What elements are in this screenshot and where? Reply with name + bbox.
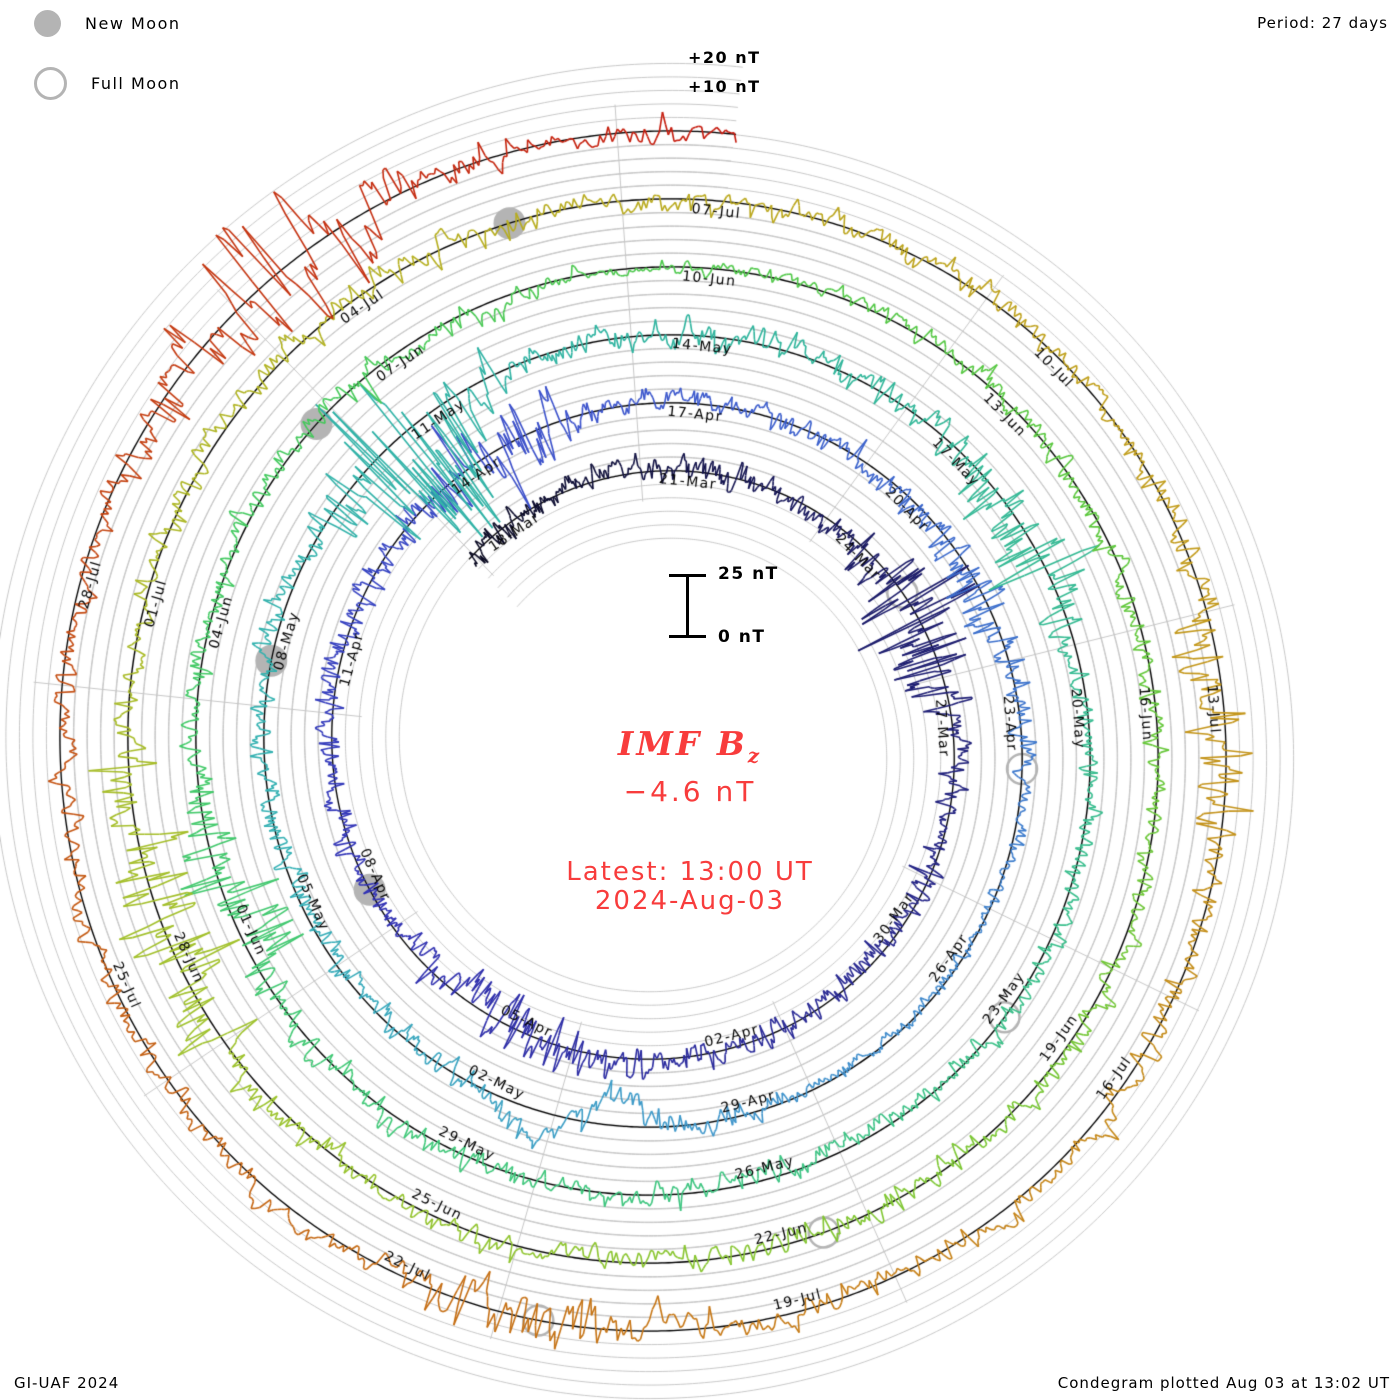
period-label: Period: 27 days [1257, 14, 1388, 32]
full-moon-label: Full Moon [91, 74, 181, 93]
credit-plotted: Condegram plotted Aug 03 at 13:02 UT [1057, 1374, 1390, 1392]
new-moon-label: New Moon [85, 14, 181, 33]
scale-bar-top-label: 25 nT [718, 564, 779, 584]
full-moon-icon [34, 67, 67, 100]
imf-title-main: IMF B [617, 724, 748, 763]
outer-scale-plus10: +10 nT [688, 77, 761, 96]
nT-scale-bar [669, 574, 706, 638]
scale-bar-bottom-cap [669, 635, 706, 638]
new-moon-icon [34, 10, 61, 37]
imf-bz-title: IMF Bz [618, 724, 762, 768]
imf-bz-value: −4.6 nT [623, 775, 757, 808]
scale-bar-top-cap [669, 574, 706, 577]
legend-full-moon: Full Moon [34, 67, 180, 100]
outer-scale-plus20: +20 nT [688, 48, 761, 67]
latest-time-label: Latest: 13:00 UT [566, 857, 814, 887]
imf-title-sub: z [747, 743, 763, 768]
latest-date-label: 2024-Aug-03 [594, 886, 786, 916]
credit-gi-uaf: GI-UAF 2024 [14, 1374, 120, 1392]
scale-bar-bottom-label: 0 nT [718, 627, 766, 647]
legend-new-moon: New Moon [34, 10, 181, 37]
